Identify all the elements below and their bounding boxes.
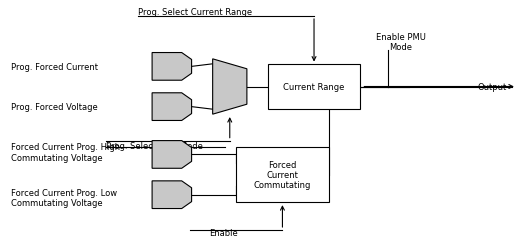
Text: Enable PMU
Mode: Enable PMU Mode xyxy=(376,32,426,52)
Text: Forced Current Prog. High
Commutating Voltage: Forced Current Prog. High Commutating Vo… xyxy=(11,143,120,162)
Text: Enable: Enable xyxy=(209,228,238,237)
Text: Prog. Select Current Range: Prog. Select Current Range xyxy=(138,8,252,16)
Polygon shape xyxy=(152,141,192,169)
Polygon shape xyxy=(152,181,192,209)
Text: Prog. Select PMU Mode: Prog. Select PMU Mode xyxy=(106,142,203,150)
Polygon shape xyxy=(152,53,192,81)
Polygon shape xyxy=(152,93,192,121)
Polygon shape xyxy=(213,59,247,115)
Text: Output: Output xyxy=(477,83,506,92)
Text: Prog. Forced Voltage: Prog. Forced Voltage xyxy=(11,103,98,112)
Text: Forced
Current
Commutating: Forced Current Commutating xyxy=(254,160,311,190)
Text: Forced Current Prog. Low
Commutating Voltage: Forced Current Prog. Low Commutating Vol… xyxy=(11,188,117,207)
Text: Prog. Forced Current: Prog. Forced Current xyxy=(11,63,98,72)
Text: Current Range: Current Range xyxy=(284,83,345,92)
Bar xyxy=(237,147,328,202)
Bar xyxy=(268,65,360,109)
